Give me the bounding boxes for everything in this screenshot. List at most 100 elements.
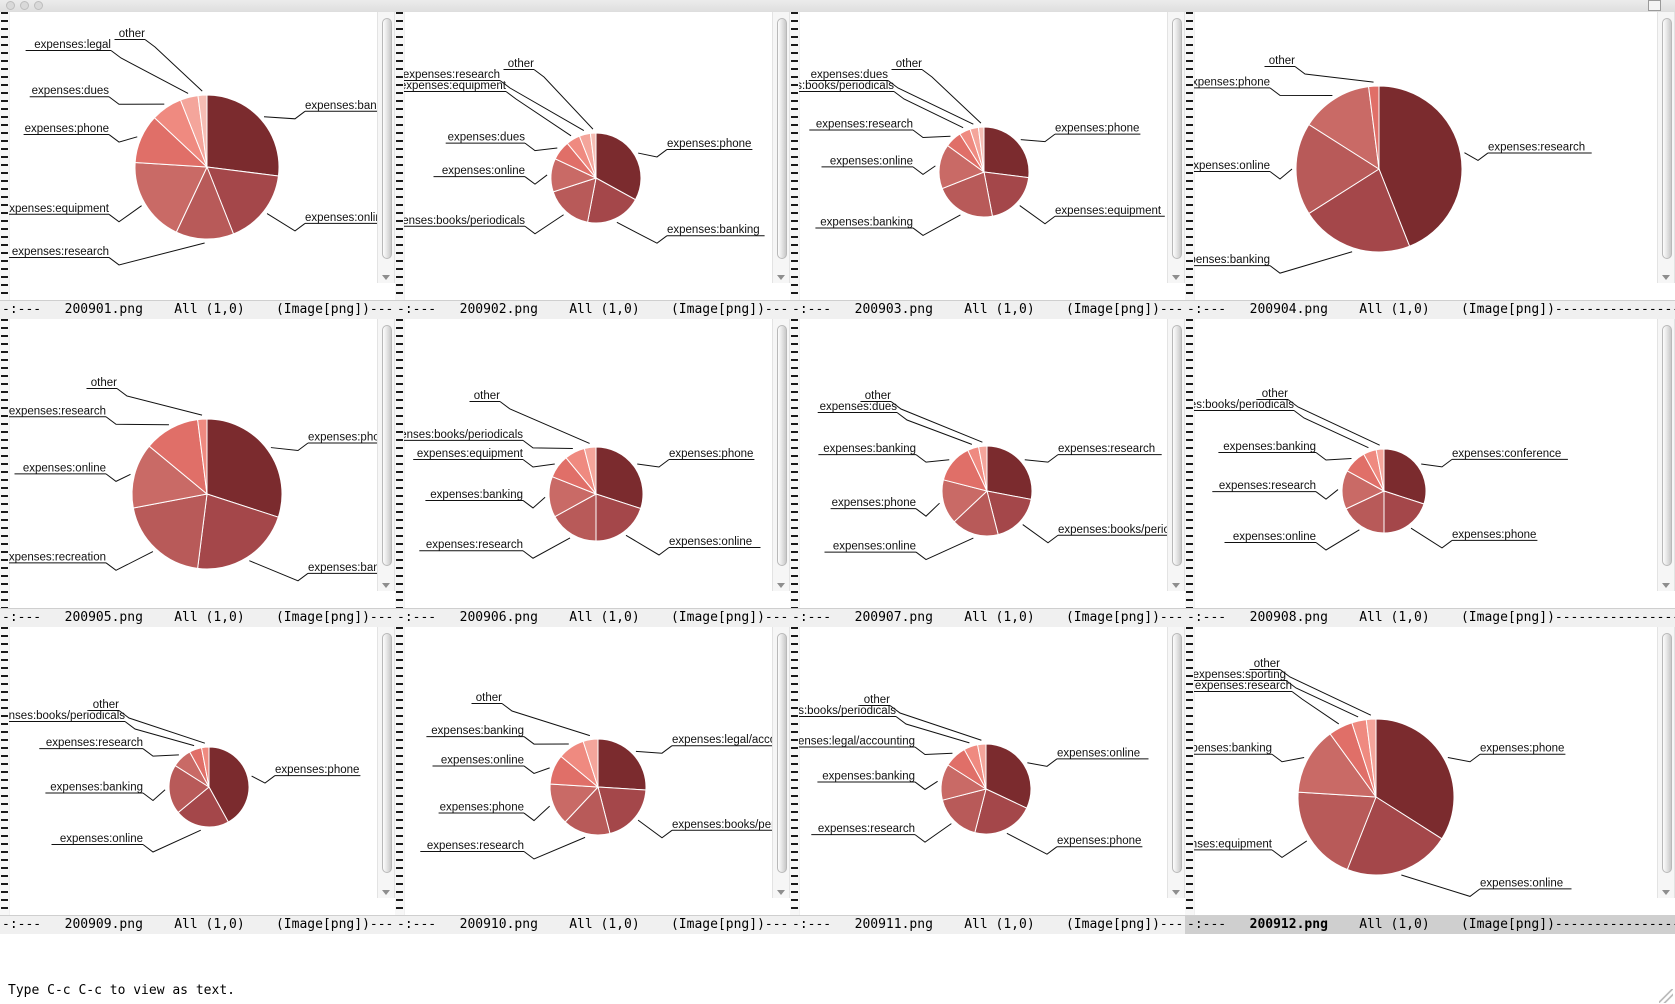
resize-grip-icon[interactable]	[1659, 989, 1673, 1003]
mode-line-gap1	[41, 302, 64, 317]
scrollbar-thumb[interactable]	[1172, 18, 1182, 259]
mode-line-gap3	[1430, 302, 1461, 317]
image-canvas[interactable]: expenses:research expenses:books/periodic…	[790, 319, 1185, 609]
image-canvas[interactable]: expenses:legal/accounting expenses:books/…	[395, 626, 790, 916]
vertical-scrollbar[interactable]	[377, 319, 395, 591]
label-leader-line	[1024, 454, 1059, 463]
scrollbar-thumb[interactable]	[382, 632, 392, 874]
vertical-scrollbar[interactable]	[1657, 626, 1675, 898]
pie-slice-label: other	[119, 28, 145, 40]
label-leader-line	[249, 560, 309, 582]
mode-line[interactable]: -:--- 200912.png All (1,0) (Image[png])-…	[1185, 914, 1675, 934]
scroll-down-arrow-icon[interactable]	[382, 582, 390, 588]
image-canvas[interactable]: expenses:phone expenses:banking expenses:r…	[0, 319, 395, 609]
mode-line[interactable]: -:--- 200907.png All (1,0) (Image[png])-…	[790, 607, 1185, 627]
image-canvas[interactable]: expenses:phone expenses:online expenses:ba…	[0, 626, 395, 916]
vertical-scrollbar[interactable]	[772, 12, 790, 284]
emacs-window-200908[interactable]: expenses:conference expenses:phone expense…	[1185, 319, 1675, 627]
scroll-down-arrow-icon[interactable]	[777, 582, 785, 588]
scrollbar-thumb[interactable]	[1662, 632, 1672, 874]
mode-line[interactable]: -:--- 200908.png All (1,0) (Image[png])-…	[1185, 607, 1675, 627]
mode-line-prefix: -:---	[397, 916, 437, 932]
scrollbar-thumb[interactable]	[777, 632, 787, 874]
label-leader-line	[915, 537, 974, 561]
emacs-window-200902[interactable]: expenses:phone expenses:banking expenses:b…	[395, 12, 790, 320]
emacs-window-200901[interactable]: expenses:banking expenses:online expenses:…	[0, 12, 395, 320]
image-canvas[interactable]: expenses:phone expenses:online expenses:eq…	[1185, 626, 1675, 916]
image-canvas[interactable]: expenses:research expenses:banking expense…	[1185, 12, 1675, 302]
image-canvas[interactable]: expenses:conference expenses:phone expense…	[1185, 319, 1675, 609]
scroll-down-arrow-icon[interactable]	[777, 889, 785, 895]
mode-line[interactable]: -:--- 200903.png All (1,0) (Image[png])-…	[790, 300, 1185, 320]
vertical-scrollbar[interactable]	[1167, 626, 1185, 898]
emacs-window-200910[interactable]: expenses:legal/accounting expenses:books/…	[395, 626, 790, 934]
image-canvas[interactable]: expenses:online expenses:phone expenses:re…	[790, 626, 1185, 916]
emacs-window-200907[interactable]: expenses:research expenses:books/periodic…	[790, 319, 1185, 627]
minimize-icon[interactable]	[20, 1, 29, 10]
pie-slice-label: expenses:online	[23, 463, 106, 475]
mode-line-gap2	[933, 610, 964, 625]
close-icon[interactable]	[6, 1, 15, 10]
emacs-window-200904[interactable]: expenses:research expenses:banking expense…	[1185, 12, 1675, 320]
maximize-icon[interactable]	[34, 1, 43, 10]
pie-slice-label: expenses:banking	[822, 770, 915, 782]
vertical-scrollbar[interactable]	[1657, 12, 1675, 284]
mode-line[interactable]: -:--- 200904.png All (1,0) (Image[png])-…	[1185, 300, 1675, 320]
scroll-down-arrow-icon[interactable]	[382, 275, 390, 281]
emacs-window-200912[interactable]: expenses:phone expenses:online expenses:eq…	[1185, 626, 1675, 934]
mode-line[interactable]: -:--- 200906.png All (1,0) (Image[png])-…	[395, 607, 790, 627]
image-canvas[interactable]: expenses:phone expenses:online expenses:re…	[395, 319, 790, 609]
scroll-down-arrow-icon[interactable]	[1662, 582, 1670, 588]
pie-chart-image: expenses:research expenses:banking expense…	[1194, 12, 1658, 301]
mode-line[interactable]: -:--- 200902.png All (1,0) (Image[png])-…	[395, 300, 790, 320]
pie-slice-label: expenses:banking	[50, 781, 143, 793]
label-leader-line	[914, 780, 938, 790]
scrollbar-thumb[interactable]	[382, 325, 392, 567]
emacs-window-200906[interactable]: expenses:phone expenses:online expenses:re…	[395, 319, 790, 627]
scroll-down-arrow-icon[interactable]	[382, 889, 390, 895]
vertical-scrollbar[interactable]	[1167, 319, 1185, 591]
emacs-window-200909[interactable]: expenses:phone expenses:online expenses:ba…	[0, 626, 395, 934]
scroll-down-arrow-icon[interactable]	[1172, 582, 1180, 588]
mode-line[interactable]: -:--- 200905.png All (1,0) (Image[png])-…	[0, 607, 395, 627]
scroll-down-arrow-icon[interactable]	[1172, 889, 1180, 895]
restore-icon[interactable]	[1648, 0, 1661, 11]
scrollbar-thumb[interactable]	[1662, 325, 1672, 567]
mode-line[interactable]: -:--- 200910.png All (1,0) (Image[png])-…	[395, 914, 790, 934]
label-leader-line	[637, 459, 670, 468]
mode-line-gap1	[436, 302, 459, 317]
scrollbar-thumb[interactable]	[1172, 632, 1182, 874]
vertical-scrollbar[interactable]	[1657, 319, 1675, 591]
scrollbar-thumb[interactable]	[1172, 325, 1182, 567]
minibuffer[interactable]: Type C-c C-c to view as text.	[0, 978, 1675, 1004]
emacs-window-200905[interactable]: expenses:phone expenses:banking expenses:r…	[0, 319, 395, 627]
scrollbar-thumb[interactable]	[1662, 18, 1672, 259]
scroll-down-arrow-icon[interactable]	[777, 275, 785, 281]
scrollbar-thumb[interactable]	[777, 18, 787, 259]
mode-line[interactable]: -:--- 200901.png All (1,0) (Image[png])-…	[0, 300, 395, 320]
emacs-window-200911[interactable]: expenses:online expenses:phone expenses:re…	[790, 626, 1185, 934]
emacs-window-200903[interactable]: expenses:phone expenses:equipment expenses…	[790, 12, 1185, 320]
pie-slice-label: expenses:books/periodicals	[404, 429, 523, 441]
vertical-scrollbar[interactable]	[377, 626, 395, 898]
image-canvas[interactable]: expenses:phone expenses:banking expenses:b…	[395, 12, 790, 302]
image-canvas[interactable]: expenses:banking expenses:online expenses:…	[0, 12, 395, 302]
scrollbar-thumb[interactable]	[777, 325, 787, 567]
scroll-down-arrow-icon[interactable]	[1662, 275, 1670, 281]
vertical-scrollbar[interactable]	[772, 319, 790, 591]
vertical-scrollbar[interactable]	[1167, 12, 1185, 284]
vertical-scrollbar[interactable]	[772, 626, 790, 898]
scroll-down-arrow-icon[interactable]	[1662, 889, 1670, 895]
pie-slice-label: expenses:online	[833, 541, 916, 553]
label-leader-line	[522, 440, 573, 450]
scrollbar-thumb[interactable]	[382, 18, 392, 259]
mode-line[interactable]: -:--- 200911.png All (1,0) (Image[png])-…	[790, 914, 1185, 934]
mode-line[interactable]: -:--- 200909.png All (1,0) (Image[png])-…	[0, 914, 395, 934]
window-controls[interactable]	[6, 1, 43, 10]
mode-line-gap3	[1430, 610, 1461, 625]
image-canvas[interactable]: expenses:phone expenses:equipment expenses…	[790, 12, 1185, 302]
vertical-scrollbar[interactable]	[377, 12, 395, 284]
label-leader-line	[505, 91, 572, 137]
pie-slice-label: expenses:banking	[1194, 254, 1270, 266]
scroll-down-arrow-icon[interactable]	[1172, 275, 1180, 281]
